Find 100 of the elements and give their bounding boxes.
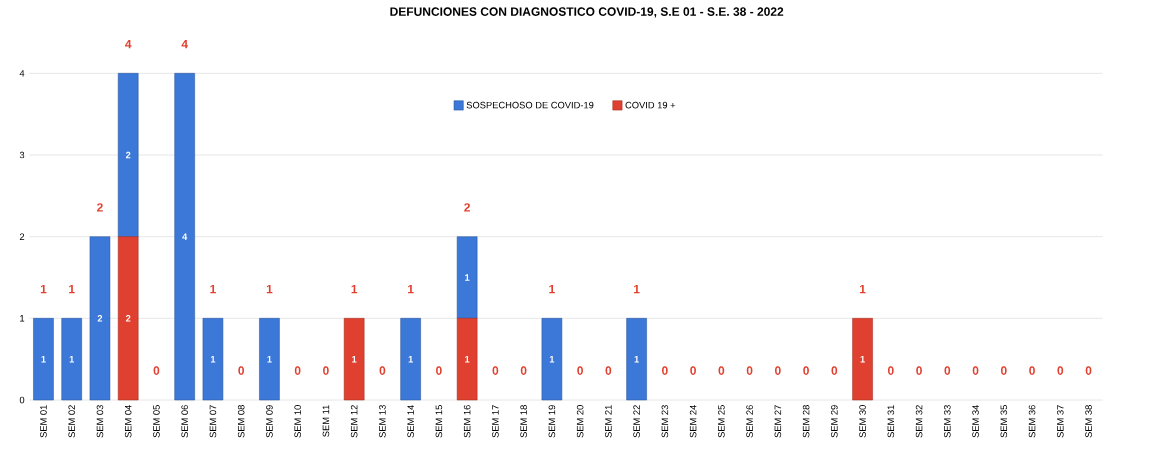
y-tick-label: 4 — [19, 70, 25, 77]
x-tick-label: SEM 27 — [774, 405, 782, 438]
x-tick-label: SEM 16 — [463, 405, 471, 438]
total-label: 1 — [266, 284, 273, 294]
x-tick-label: SEM 33 — [944, 405, 951, 438]
total-label: 0 — [972, 366, 979, 375]
x-tick-label: SEM 09 — [266, 405, 273, 438]
x-tick-label: SEM 01 — [40, 405, 47, 438]
bar — [626, 318, 647, 401]
total-label: 4 — [181, 39, 188, 49]
x-tick-label: SEM 28 — [802, 405, 810, 438]
total-label: 0 — [294, 366, 301, 375]
data-label: 1 — [408, 355, 413, 363]
legend-label: SOSPECHOSO DE COVID-19 — [466, 101, 594, 109]
data-label: 1 — [634, 355, 639, 363]
data-label: 1 — [210, 355, 216, 363]
data-label: 1 — [69, 355, 75, 363]
data-label: 1 — [860, 355, 865, 363]
x-tick-label: SEM 10 — [294, 405, 301, 438]
total-label: 2 — [97, 203, 103, 212]
x-tick-label: SEM 26 — [746, 405, 753, 438]
total-label: 0 — [916, 366, 922, 375]
total-label: 1 — [210, 284, 216, 294]
total-label: 0 — [775, 366, 781, 375]
x-tick-label: SEM 31 — [887, 405, 895, 438]
bar — [541, 318, 563, 401]
data-label: 1 — [549, 355, 555, 363]
x-tick-label: SEM 23 — [661, 405, 669, 438]
data-label: 1 — [465, 274, 470, 281]
total-label: 1 — [351, 284, 358, 294]
x-tick-label: SEM 20 — [576, 405, 584, 438]
total-label: 0 — [238, 366, 245, 375]
total-label: 4 — [125, 39, 132, 49]
x-tick-label: SEM 22 — [633, 405, 640, 438]
total-label: 0 — [153, 366, 160, 375]
x-tick-label: SEM 17 — [492, 405, 499, 438]
total-label: 0 — [379, 366, 386, 375]
data-label: 2 — [97, 315, 103, 322]
y-tick-label: 2 — [19, 233, 25, 240]
total-label: 0 — [718, 366, 725, 375]
bar — [117, 73, 139, 237]
x-tick-label: SEM 25 — [718, 405, 725, 438]
data-label: 2 — [125, 315, 131, 322]
data-label: 1 — [41, 355, 46, 363]
x-tick-label: SEM 03 — [96, 405, 104, 438]
total-label: 0 — [831, 366, 838, 375]
chart-title: DEFUNCIONES CON DIAGNOSTICO COVID-19, S.E 01 - S.E. 38 - 2022 — [390, 7, 784, 18]
x-tick-label: SEM 13 — [379, 405, 386, 438]
total-label: 0 — [323, 366, 329, 375]
bar — [89, 236, 111, 401]
x-tick-label: SEM 19 — [548, 405, 556, 438]
x-tick-label: SEM 29 — [831, 405, 838, 438]
total-label: 0 — [492, 366, 499, 375]
total-label: 1 — [40, 284, 47, 294]
total-label: 1 — [860, 284, 866, 294]
x-tick-label: SEM 07 — [209, 405, 217, 438]
total-label: 0 — [577, 366, 583, 375]
bar — [400, 318, 421, 401]
total-label: 0 — [436, 366, 442, 375]
x-tick-label: SEM 15 — [435, 405, 443, 438]
total-label: 2 — [464, 203, 470, 212]
data-label: 4 — [182, 233, 188, 240]
total-label: 0 — [1085, 366, 1092, 375]
x-tick-label: SEM 11 — [322, 405, 330, 437]
y-tick-label: 3 — [19, 151, 25, 159]
x-tick-label: SEM 14 — [407, 405, 414, 438]
x-tick-label: SEM 35 — [1000, 405, 1008, 438]
bar — [343, 318, 365, 401]
x-tick-label: SEM 08 — [237, 405, 245, 438]
total-label: 0 — [803, 366, 809, 375]
x-tick-label: SEM 24 — [689, 405, 697, 438]
total-label: 0 — [1000, 366, 1007, 375]
y-tick-label: 1 — [20, 315, 25, 322]
total-label: 0 — [944, 366, 951, 375]
total-label: 0 — [1029, 366, 1035, 375]
total-label: 1 — [549, 284, 555, 294]
bar — [259, 318, 280, 401]
total-label: 0 — [887, 366, 894, 375]
bar — [117, 236, 139, 401]
y-tick-label: 0 — [19, 396, 25, 404]
bar — [456, 318, 478, 401]
x-tick-label: SEM 36 — [1028, 405, 1036, 438]
x-tick-label: SEM 02 — [68, 405, 75, 438]
total-label: 0 — [746, 366, 753, 375]
bar — [852, 318, 873, 401]
total-label: 0 — [1057, 366, 1064, 375]
total-label: 0 — [690, 366, 696, 375]
legend-label: COVID 19 + — [625, 101, 676, 109]
x-tick-label: SEM 05 — [153, 405, 160, 438]
x-tick-label: SEM 34 — [972, 405, 979, 438]
x-tick-label: SEM 04 — [124, 405, 132, 438]
total-label: 0 — [605, 366, 612, 375]
data-label: 1 — [465, 355, 470, 363]
bar — [174, 73, 195, 401]
total-label: 1 — [408, 284, 414, 294]
bar — [33, 318, 54, 401]
bar — [61, 318, 82, 401]
x-tick-label: SEM 37 — [1057, 405, 1064, 438]
total-label: 1 — [69, 284, 75, 294]
x-tick-label: SEM 18 — [520, 405, 527, 438]
